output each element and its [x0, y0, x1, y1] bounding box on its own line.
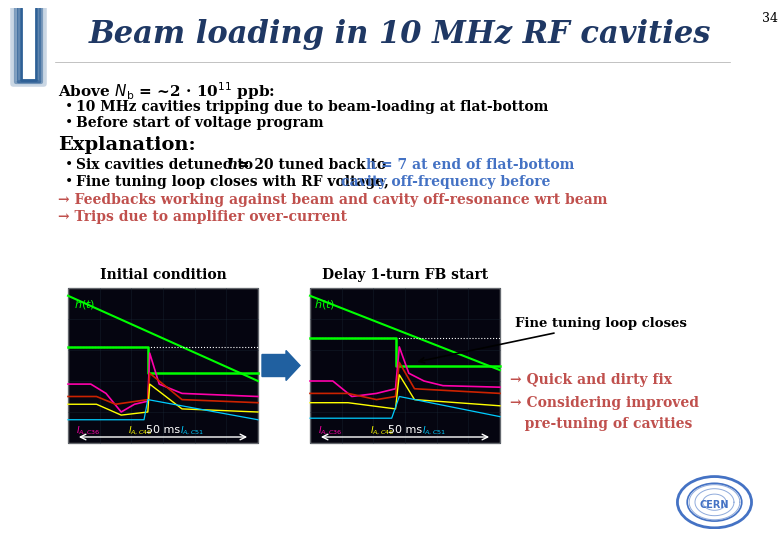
Text: → Considering improved: → Considering improved [510, 396, 699, 410]
Text: 10 MHz cavities tripping due to beam-loading at flat-bottom: 10 MHz cavities tripping due to beam-loa… [76, 100, 548, 114]
Text: = 20 tuned back to: = 20 tuned back to [233, 158, 391, 172]
FancyArrow shape [262, 350, 300, 381]
Text: 34: 34 [762, 12, 778, 25]
Text: h: h [228, 158, 238, 172]
Bar [310, 288, 500, 443]
Text: → Feedbacks working against beam and cavity off-resonance wrt beam: → Feedbacks working against beam and cav… [58, 193, 608, 207]
Text: 50 ms: 50 ms [388, 425, 422, 435]
Text: Beam loading in 10 MHz RF cavities: Beam loading in 10 MHz RF cavities [89, 19, 711, 51]
Text: h = 7 at end of flat-bottom: h = 7 at end of flat-bottom [366, 158, 574, 172]
Text: $I_{A,C46}$: $I_{A,C46}$ [370, 425, 395, 437]
Bar [68, 288, 258, 443]
Text: •: • [65, 175, 73, 189]
Text: Fine tuning loop closes: Fine tuning loop closes [419, 317, 687, 363]
Text: •: • [65, 116, 73, 130]
Text: •: • [65, 100, 73, 114]
Text: •: • [65, 158, 73, 172]
Text: $h(t)$: $h(t)$ [314, 298, 335, 311]
Text: Explanation:: Explanation: [58, 136, 196, 154]
Text: Before start of voltage program: Before start of voltage program [76, 116, 324, 130]
Text: 50 ms: 50 ms [146, 425, 180, 435]
Text: Initial condition: Initial condition [100, 268, 226, 282]
Text: $I_{A,C36}$: $I_{A,C36}$ [318, 425, 342, 437]
Text: cavity off-frequency before: cavity off-frequency before [341, 175, 551, 189]
Text: $h(t)$: $h(t)$ [74, 298, 95, 311]
Text: CERN: CERN [700, 500, 729, 510]
Text: $I_{A,C51}$: $I_{A,C51}$ [180, 425, 204, 437]
Text: Delay 1-turn FB start: Delay 1-turn FB start [322, 268, 488, 282]
Text: pre-tuning of cavities: pre-tuning of cavities [510, 417, 693, 431]
Text: → Quick and dirty fix: → Quick and dirty fix [510, 373, 672, 387]
Text: Above $N_{\rm b}$ = ~2 · 10$^{11}$ ppb:: Above $N_{\rm b}$ = ~2 · 10$^{11}$ ppb: [58, 80, 275, 102]
Text: $I_{A,C46}$: $I_{A,C46}$ [128, 425, 152, 437]
Text: Fine tuning loop closes with RF voltage,: Fine tuning loop closes with RF voltage, [76, 175, 394, 189]
Text: Six cavities detuned to: Six cavities detuned to [76, 158, 258, 172]
Text: → Trips due to amplifier over-current: → Trips due to amplifier over-current [58, 210, 347, 224]
Text: $I_{A,C51}$: $I_{A,C51}$ [422, 425, 446, 437]
Text: $I_{A,C36}$: $I_{A,C36}$ [76, 425, 101, 437]
